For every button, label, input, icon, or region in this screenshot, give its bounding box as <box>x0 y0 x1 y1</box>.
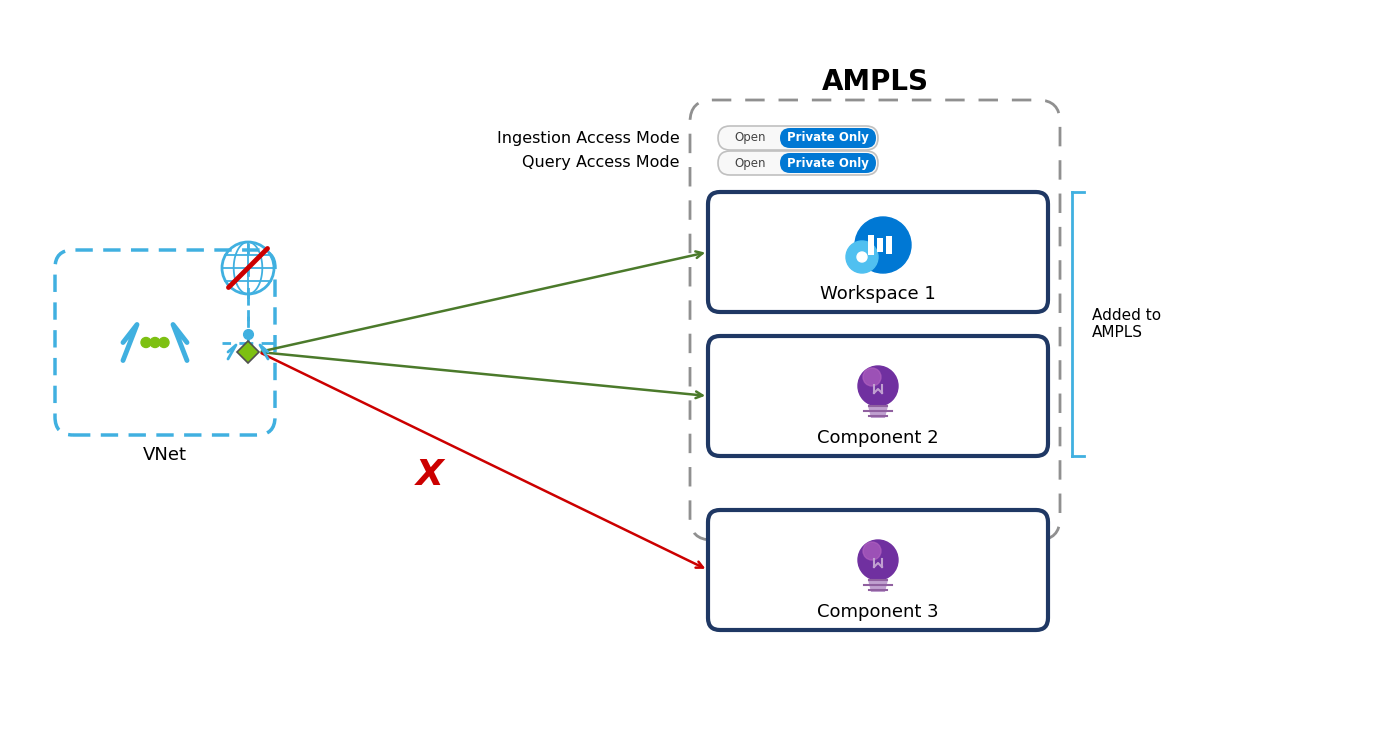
Text: AMPLS: AMPLS <box>821 68 928 96</box>
Text: Private Only: Private Only <box>786 156 869 170</box>
Circle shape <box>160 337 169 348</box>
FancyBboxPatch shape <box>708 336 1048 456</box>
FancyBboxPatch shape <box>718 126 879 150</box>
Text: Open: Open <box>734 131 766 144</box>
Text: Open: Open <box>734 156 766 170</box>
Circle shape <box>864 368 881 386</box>
Polygon shape <box>236 341 258 363</box>
Circle shape <box>150 337 160 348</box>
FancyBboxPatch shape <box>718 151 879 175</box>
Text: Component 2: Component 2 <box>817 429 939 447</box>
Bar <box>868 235 874 255</box>
FancyBboxPatch shape <box>780 128 876 148</box>
FancyBboxPatch shape <box>780 153 876 173</box>
Bar <box>877 238 883 252</box>
Text: VNet: VNet <box>143 446 187 464</box>
Circle shape <box>142 337 151 348</box>
Text: Component 3: Component 3 <box>817 603 939 621</box>
Text: Ingestion Access Mode: Ingestion Access Mode <box>498 130 681 145</box>
Circle shape <box>857 252 868 262</box>
Text: Workspace 1: Workspace 1 <box>820 285 936 303</box>
FancyBboxPatch shape <box>708 192 1048 312</box>
Bar <box>886 236 892 254</box>
Circle shape <box>858 366 898 406</box>
Polygon shape <box>868 580 888 592</box>
Circle shape <box>858 540 898 580</box>
Text: Query Access Mode: Query Access Mode <box>522 156 681 170</box>
Circle shape <box>855 217 912 273</box>
Polygon shape <box>868 406 888 418</box>
FancyBboxPatch shape <box>708 510 1048 630</box>
Circle shape <box>846 241 879 273</box>
Text: X: X <box>417 458 444 492</box>
Text: Added to
AMPLS: Added to AMPLS <box>1092 308 1160 340</box>
Circle shape <box>864 542 881 560</box>
Text: Private Only: Private Only <box>786 131 869 144</box>
